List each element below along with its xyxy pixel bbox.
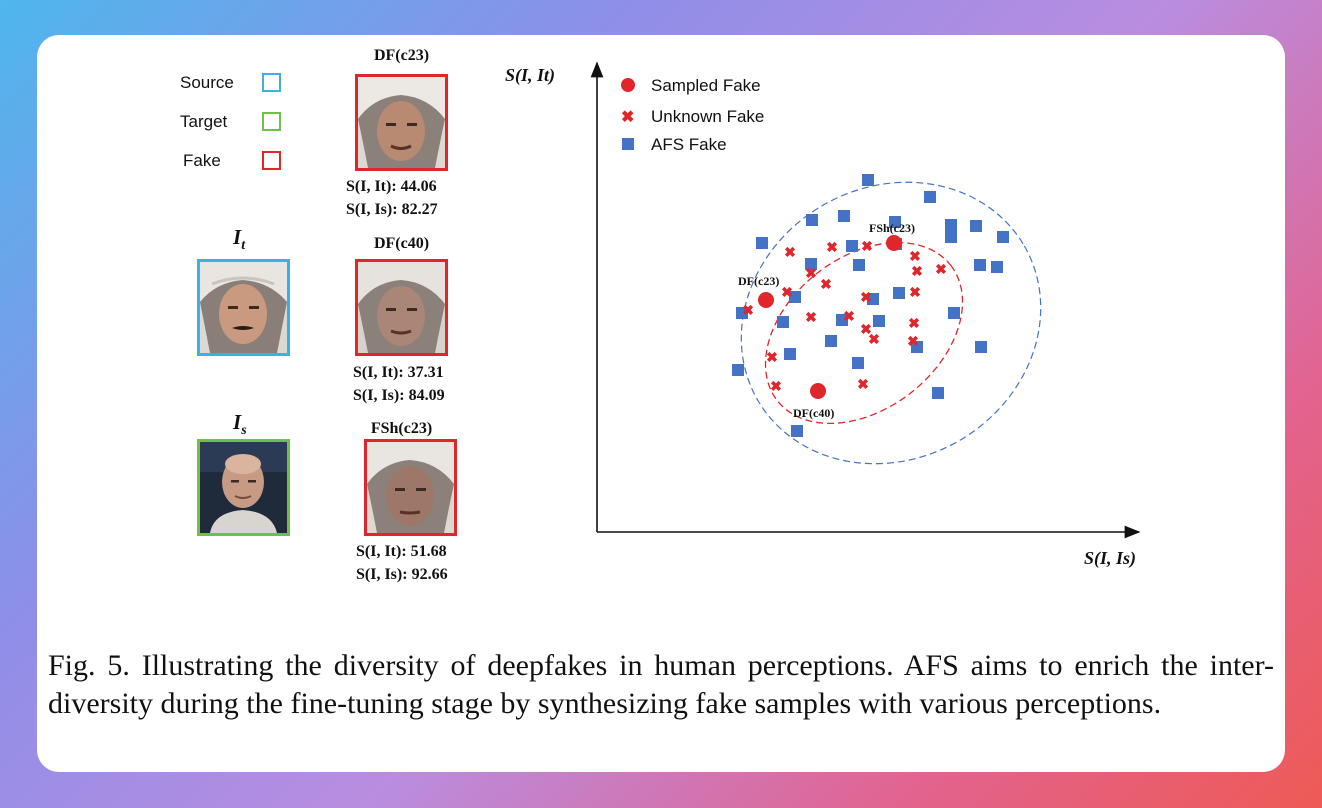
afs-fake-point	[924, 191, 936, 203]
unknown-fake-point: ✖	[826, 239, 838, 255]
legend-target-label: Target	[180, 112, 228, 131]
unknown-fake-point: ✖	[861, 238, 873, 254]
unknown-fake-point: ✖	[860, 289, 872, 305]
figure-caption: Fig. 5. Illustrating the diversity of de…	[48, 649, 1274, 720]
sampled-fake-points	[758, 235, 902, 399]
afs-fake-point	[825, 335, 837, 347]
afs-fake-point	[945, 231, 957, 243]
unknown-fake-point: ✖	[935, 261, 947, 277]
unknown-fake-point: ✖	[909, 284, 921, 300]
afs-fake-point	[846, 240, 858, 252]
afs-fake-point	[970, 220, 982, 232]
afs-fake-point	[838, 210, 850, 222]
fake-3-title: FSh(c23)	[370, 420, 433, 437]
afs-fake-point	[805, 258, 817, 270]
legend-sampled-fake-label: Sampled Fake	[651, 76, 761, 95]
fake-3-score-is: S(I, Is): 92.66	[356, 566, 448, 583]
afs-fake-point	[789, 291, 801, 303]
afs-fake-point	[806, 214, 818, 226]
target-face-image	[197, 259, 290, 356]
fake-3-score-it: S(I, It): 51.68	[356, 543, 447, 560]
inner-ellipse	[764, 241, 964, 425]
unknown-fake-point: ✖	[860, 321, 872, 337]
afs-fake-points	[732, 174, 1009, 437]
legend-afs-fake-label: AFS Fake	[651, 135, 727, 154]
unknown-fake-point: ✖	[805, 265, 817, 281]
unknown-fake-point: ✖	[907, 333, 919, 349]
afs-fake-point	[948, 307, 960, 319]
unknown-fake-point: ✖	[766, 349, 778, 365]
point-label-fsh-c23: FSh(c23)	[869, 221, 915, 235]
afs-fake-point	[997, 231, 1009, 243]
legend-source-label: Source	[180, 73, 234, 92]
fake-2-score-is: S(I, Is): 84.09	[353, 387, 445, 404]
afs-fake-point	[791, 425, 803, 437]
point-label-df-c23: DF(c23)	[738, 274, 779, 288]
fake-1-face-image	[355, 74, 448, 171]
unknown-fake-point: ✖	[805, 309, 817, 325]
afs-fake-point	[945, 219, 957, 231]
sampled-fake-point	[810, 383, 826, 399]
afs-fake-point	[836, 314, 848, 326]
figure-card: Source Target Fake It Is	[37, 35, 1285, 772]
afs-fake-point	[893, 287, 905, 299]
afs-fake-point	[867, 293, 879, 305]
unknown-fake-point: ✖	[908, 315, 920, 331]
unknown-fake-point: ✖	[857, 376, 869, 392]
afs-fake-point	[736, 307, 748, 319]
afs-fake-point	[784, 348, 796, 360]
afs-fake-point	[911, 341, 923, 353]
afs-fake-point	[852, 357, 864, 369]
afs-fake-point	[777, 316, 789, 328]
sampled-fake-point	[886, 235, 902, 251]
unknown-fake-point: ✖	[770, 378, 782, 394]
symbol-is: Is	[233, 410, 247, 439]
legend-fake-box	[262, 151, 281, 170]
afs-fake-point	[732, 364, 744, 376]
legend-sampled-fake-marker	[621, 78, 635, 92]
source-face-image	[197, 439, 290, 536]
afs-fake-point	[853, 259, 865, 271]
afs-fake-point	[932, 387, 944, 399]
afs-fake-point	[991, 261, 1003, 273]
legend-fake-label: Fake	[183, 151, 221, 170]
unknown-fake-point: ✖	[742, 302, 754, 318]
afs-fake-point	[873, 315, 885, 327]
fake-2-title: DF(c40)	[373, 235, 430, 252]
unknown-fake-point: ✖	[784, 244, 796, 260]
unknown-fake-point: ✖	[909, 248, 921, 264]
fake-2-face-image	[355, 259, 448, 356]
afs-fake-point	[974, 259, 986, 271]
symbol-it: It	[233, 225, 246, 254]
fake-2-score-it: S(I, It): 37.31	[353, 364, 444, 381]
point-label-df-c40: DF(c40)	[793, 406, 834, 420]
legend-unknown-fake-label: Unknown Fake	[651, 107, 764, 126]
perception-plot: ✖ ✖ ✖✖✖✖✖✖ ✖✖✖✖ ✖ ✖✖✖✖✖✖✖ ✖ FSh(c23) DF(c23) D…	[590, 61, 1141, 539]
unknown-fake-point: ✖	[911, 263, 923, 279]
afs-fake-point	[862, 174, 874, 186]
legend-unknown-fake-marker: ✖	[621, 109, 634, 126]
sampled-fake-point	[758, 292, 774, 308]
legend-afs-fake-marker	[622, 138, 634, 150]
afs-fake-point	[889, 216, 901, 228]
unknown-fake-point: ✖	[781, 284, 793, 300]
afs-fake-point	[975, 341, 987, 353]
afs-fake-point	[756, 237, 768, 249]
legend-target-box	[262, 112, 281, 131]
unknown-fake-points: ✖ ✖ ✖✖✖✖✖✖ ✖✖✖✖ ✖ ✖✖✖✖✖✖✖ ✖	[742, 238, 947, 394]
fake-3-face-image	[364, 439, 457, 536]
legend-source-box	[262, 73, 281, 92]
unknown-fake-point: ✖	[843, 308, 855, 324]
outer-ellipse	[740, 181, 1042, 465]
unknown-fake-point: ✖	[820, 276, 832, 292]
x-axis-label: S(I, Is)	[1084, 548, 1137, 568]
unknown-fake-point: ✖	[868, 331, 880, 347]
y-axis-label: S(I, It)	[505, 65, 556, 85]
fake-1-title: DF(c23)	[373, 47, 430, 64]
fake-1-score-is: S(I, Is): 82.27	[346, 201, 438, 218]
fake-1-score-it: S(I, It): 44.06	[346, 178, 437, 195]
